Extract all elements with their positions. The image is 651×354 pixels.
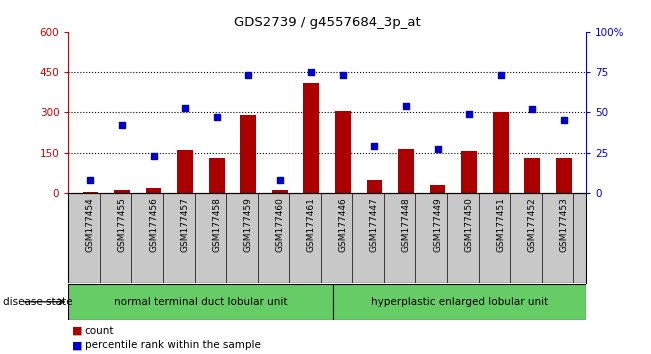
Text: GSM177449: GSM177449 <box>433 198 442 252</box>
Point <box>464 111 475 117</box>
Bar <box>146 188 161 193</box>
Bar <box>68 284 333 320</box>
Bar <box>333 284 586 320</box>
Text: GSM177452: GSM177452 <box>528 198 537 252</box>
Title: GDS2739 / g4557684_3p_at: GDS2739 / g4557684_3p_at <box>234 16 421 29</box>
Point <box>275 177 285 183</box>
Point <box>559 118 569 123</box>
Bar <box>83 192 98 193</box>
Text: hyperplastic enlarged lobular unit: hyperplastic enlarged lobular unit <box>371 297 548 307</box>
Point <box>369 143 380 149</box>
Text: GSM177461: GSM177461 <box>307 198 316 252</box>
Point <box>401 103 411 109</box>
Text: GSM177447: GSM177447 <box>370 198 379 252</box>
Text: GSM177453: GSM177453 <box>559 198 568 252</box>
Point <box>495 73 506 78</box>
Point <box>306 69 316 75</box>
Text: GSM177455: GSM177455 <box>117 198 126 252</box>
Bar <box>430 185 445 193</box>
Text: GSM177454: GSM177454 <box>86 198 95 252</box>
Text: GSM177457: GSM177457 <box>180 198 189 252</box>
Point <box>117 122 127 128</box>
Bar <box>209 158 225 193</box>
Point <box>212 114 222 120</box>
Text: GSM177456: GSM177456 <box>149 198 158 252</box>
Point <box>338 73 348 78</box>
Bar <box>556 158 572 193</box>
Bar <box>493 113 508 193</box>
Text: GSM177448: GSM177448 <box>402 198 411 252</box>
Text: count: count <box>85 326 114 336</box>
Bar <box>398 149 414 193</box>
Text: GSM177450: GSM177450 <box>465 198 474 252</box>
Bar <box>462 151 477 193</box>
Bar <box>367 179 382 193</box>
Text: ■: ■ <box>72 326 82 336</box>
Point <box>527 106 538 112</box>
Point <box>243 73 253 78</box>
Bar <box>240 115 256 193</box>
Text: GSM177458: GSM177458 <box>212 198 221 252</box>
Text: GSM177459: GSM177459 <box>243 198 253 252</box>
Text: disease state: disease state <box>3 297 73 307</box>
Bar <box>303 83 319 193</box>
Text: percentile rank within the sample: percentile rank within the sample <box>85 340 260 350</box>
Point <box>148 153 159 159</box>
Point <box>85 177 96 183</box>
Text: ■: ■ <box>72 340 82 350</box>
Text: GSM177446: GSM177446 <box>339 198 348 252</box>
Bar <box>335 111 351 193</box>
Text: GSM177451: GSM177451 <box>496 198 505 252</box>
Bar <box>114 190 130 193</box>
Bar <box>272 190 288 193</box>
Text: normal terminal duct lobular unit: normal terminal duct lobular unit <box>114 297 288 307</box>
Bar <box>524 158 540 193</box>
Text: GSM177460: GSM177460 <box>275 198 284 252</box>
Point <box>180 105 190 110</box>
Bar <box>177 150 193 193</box>
Point <box>432 147 443 152</box>
